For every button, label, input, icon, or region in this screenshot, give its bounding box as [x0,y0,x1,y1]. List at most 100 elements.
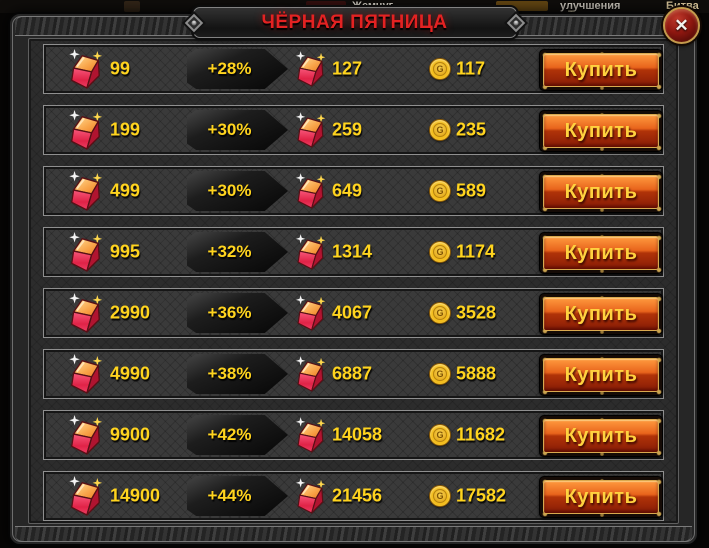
ruby-icon [293,110,327,150]
ruby-icon [293,354,327,394]
offer-row: 99 +28% 127 G 117 Купить [43,44,664,94]
bonus-percent-label: +32% [207,242,252,261]
background-fragment [124,1,140,12]
price-amount: 3528 [456,302,497,323]
close-icon: ✕ [674,16,689,35]
bonus-banner: +32% [187,232,288,272]
background-fragment [306,1,346,11]
offer-row: 2990 +36% 4067 G 3528 Купить [43,288,664,338]
buy-button[interactable]: Купить [539,476,663,518]
buy-button-label: Купить [543,175,659,209]
gold-coin-icon: G [429,241,451,263]
bonus-banner: +30% [187,110,288,150]
coin-letter: G [433,123,447,137]
bonus-percent-label: +42% [207,425,252,444]
base-amount: 199 [110,119,141,140]
base-amount: 995 [110,241,141,262]
bonus-percent-label: +44% [207,486,252,505]
base-amount: 99 [110,58,131,79]
buy-button-label: Купить [543,114,659,148]
ruby-icon [293,232,327,272]
price-amount: 11682 [456,424,506,445]
bonus-banner: +38% [187,354,288,394]
bonus-banner: +44% [187,476,288,516]
price-amount: 589 [456,180,487,201]
gold-coin-icon: G [429,424,451,446]
total-amount: 1314 [332,241,373,262]
content-panel: 99 +28% 127 G 117 Купить [28,38,679,524]
coin-letter: G [433,489,447,503]
bonus-percent-label: +30% [207,181,252,200]
price-amount: 235 [456,119,487,140]
offer-row: 14900 +44% 21456 G 17582 Купить [43,471,664,521]
coin-letter: G [433,367,447,381]
ruby-icon [66,413,104,457]
ruby-icon [66,47,104,91]
buy-button[interactable]: Купить [539,49,663,91]
total-amount: 127 [332,58,363,79]
total-amount: 4067 [332,302,373,323]
gold-coin-icon: G [429,119,451,141]
ruby-icon [66,169,104,213]
buy-button-label: Купить [543,236,659,270]
gold-coin-icon: G [429,180,451,202]
total-amount: 259 [332,119,363,140]
background-text: Торговец [568,9,618,13]
buy-button-label: Купить [543,53,659,87]
bonus-banner: +36% [187,293,288,333]
bonus-percent-label: +36% [207,303,252,322]
total-amount: 21456 [332,485,383,506]
buy-button[interactable]: Купить [539,110,663,152]
base-amount: 9900 [110,424,151,445]
price-amount: 1174 [456,241,496,262]
total-amount: 14058 [332,424,383,445]
offer-row: 4990 +38% 6887 G 5888 Купить [43,349,664,399]
ruby-icon [293,476,327,516]
buy-button-label: Купить [543,297,659,331]
coin-letter: G [433,62,447,76]
buy-button[interactable]: Купить [539,171,663,213]
buy-button[interactable]: Купить [539,232,663,274]
offer-row: 499 +30% 649 G 589 Купить [43,166,664,216]
ruby-icon [66,230,104,274]
bonus-banner: +30% [187,171,288,211]
base-amount: 2990 [110,302,151,323]
coin-letter: G [433,245,447,259]
bonus-banner: +28% [187,49,288,89]
ruby-icon [66,291,104,335]
bonus-percent-label: +30% [207,120,252,139]
buy-button[interactable]: Купить [539,415,663,457]
gold-coin-icon: G [429,302,451,324]
base-amount: 4990 [110,363,151,384]
dialog-title: ЧЁРНАЯ ПЯТНИЦА [261,11,448,33]
gold-coin-icon: G [429,58,451,80]
buy-button[interactable]: Купить [539,354,663,396]
ruby-icon [293,49,327,89]
coin-letter: G [433,306,447,320]
bonus-banner: +42% [187,415,288,455]
bonus-percent-label: +38% [207,364,252,383]
total-amount: 6887 [332,363,373,384]
coin-letter: G [433,184,447,198]
offer-row: 9900 +42% 14058 G 11682 Купить [43,410,664,460]
bonus-percent-label: +28% [207,59,252,78]
close-button[interactable]: ✕ [663,7,700,44]
ruby-icon [293,415,327,455]
buy-button[interactable]: Купить [539,293,663,335]
price-amount: 5888 [456,363,497,384]
buy-button-label: Купить [543,358,659,392]
price-amount: 17582 [456,485,507,506]
background-text: улучшения [560,0,621,12]
gold-coin-icon: G [429,485,451,507]
ruby-icon [293,171,327,211]
ruby-icon [293,293,327,333]
offer-list: 99 +28% 127 G 117 Купить [43,44,664,532]
background-fragment [496,1,548,11]
offer-row: 995 +32% 1314 G 1174 Купить [43,227,664,277]
ruby-icon [66,474,104,518]
buy-button-label: Купить [543,480,659,514]
gold-coin-icon: G [429,363,451,385]
price-amount: 117 [456,58,486,79]
frame-ornament-band-bottom [15,526,692,542]
